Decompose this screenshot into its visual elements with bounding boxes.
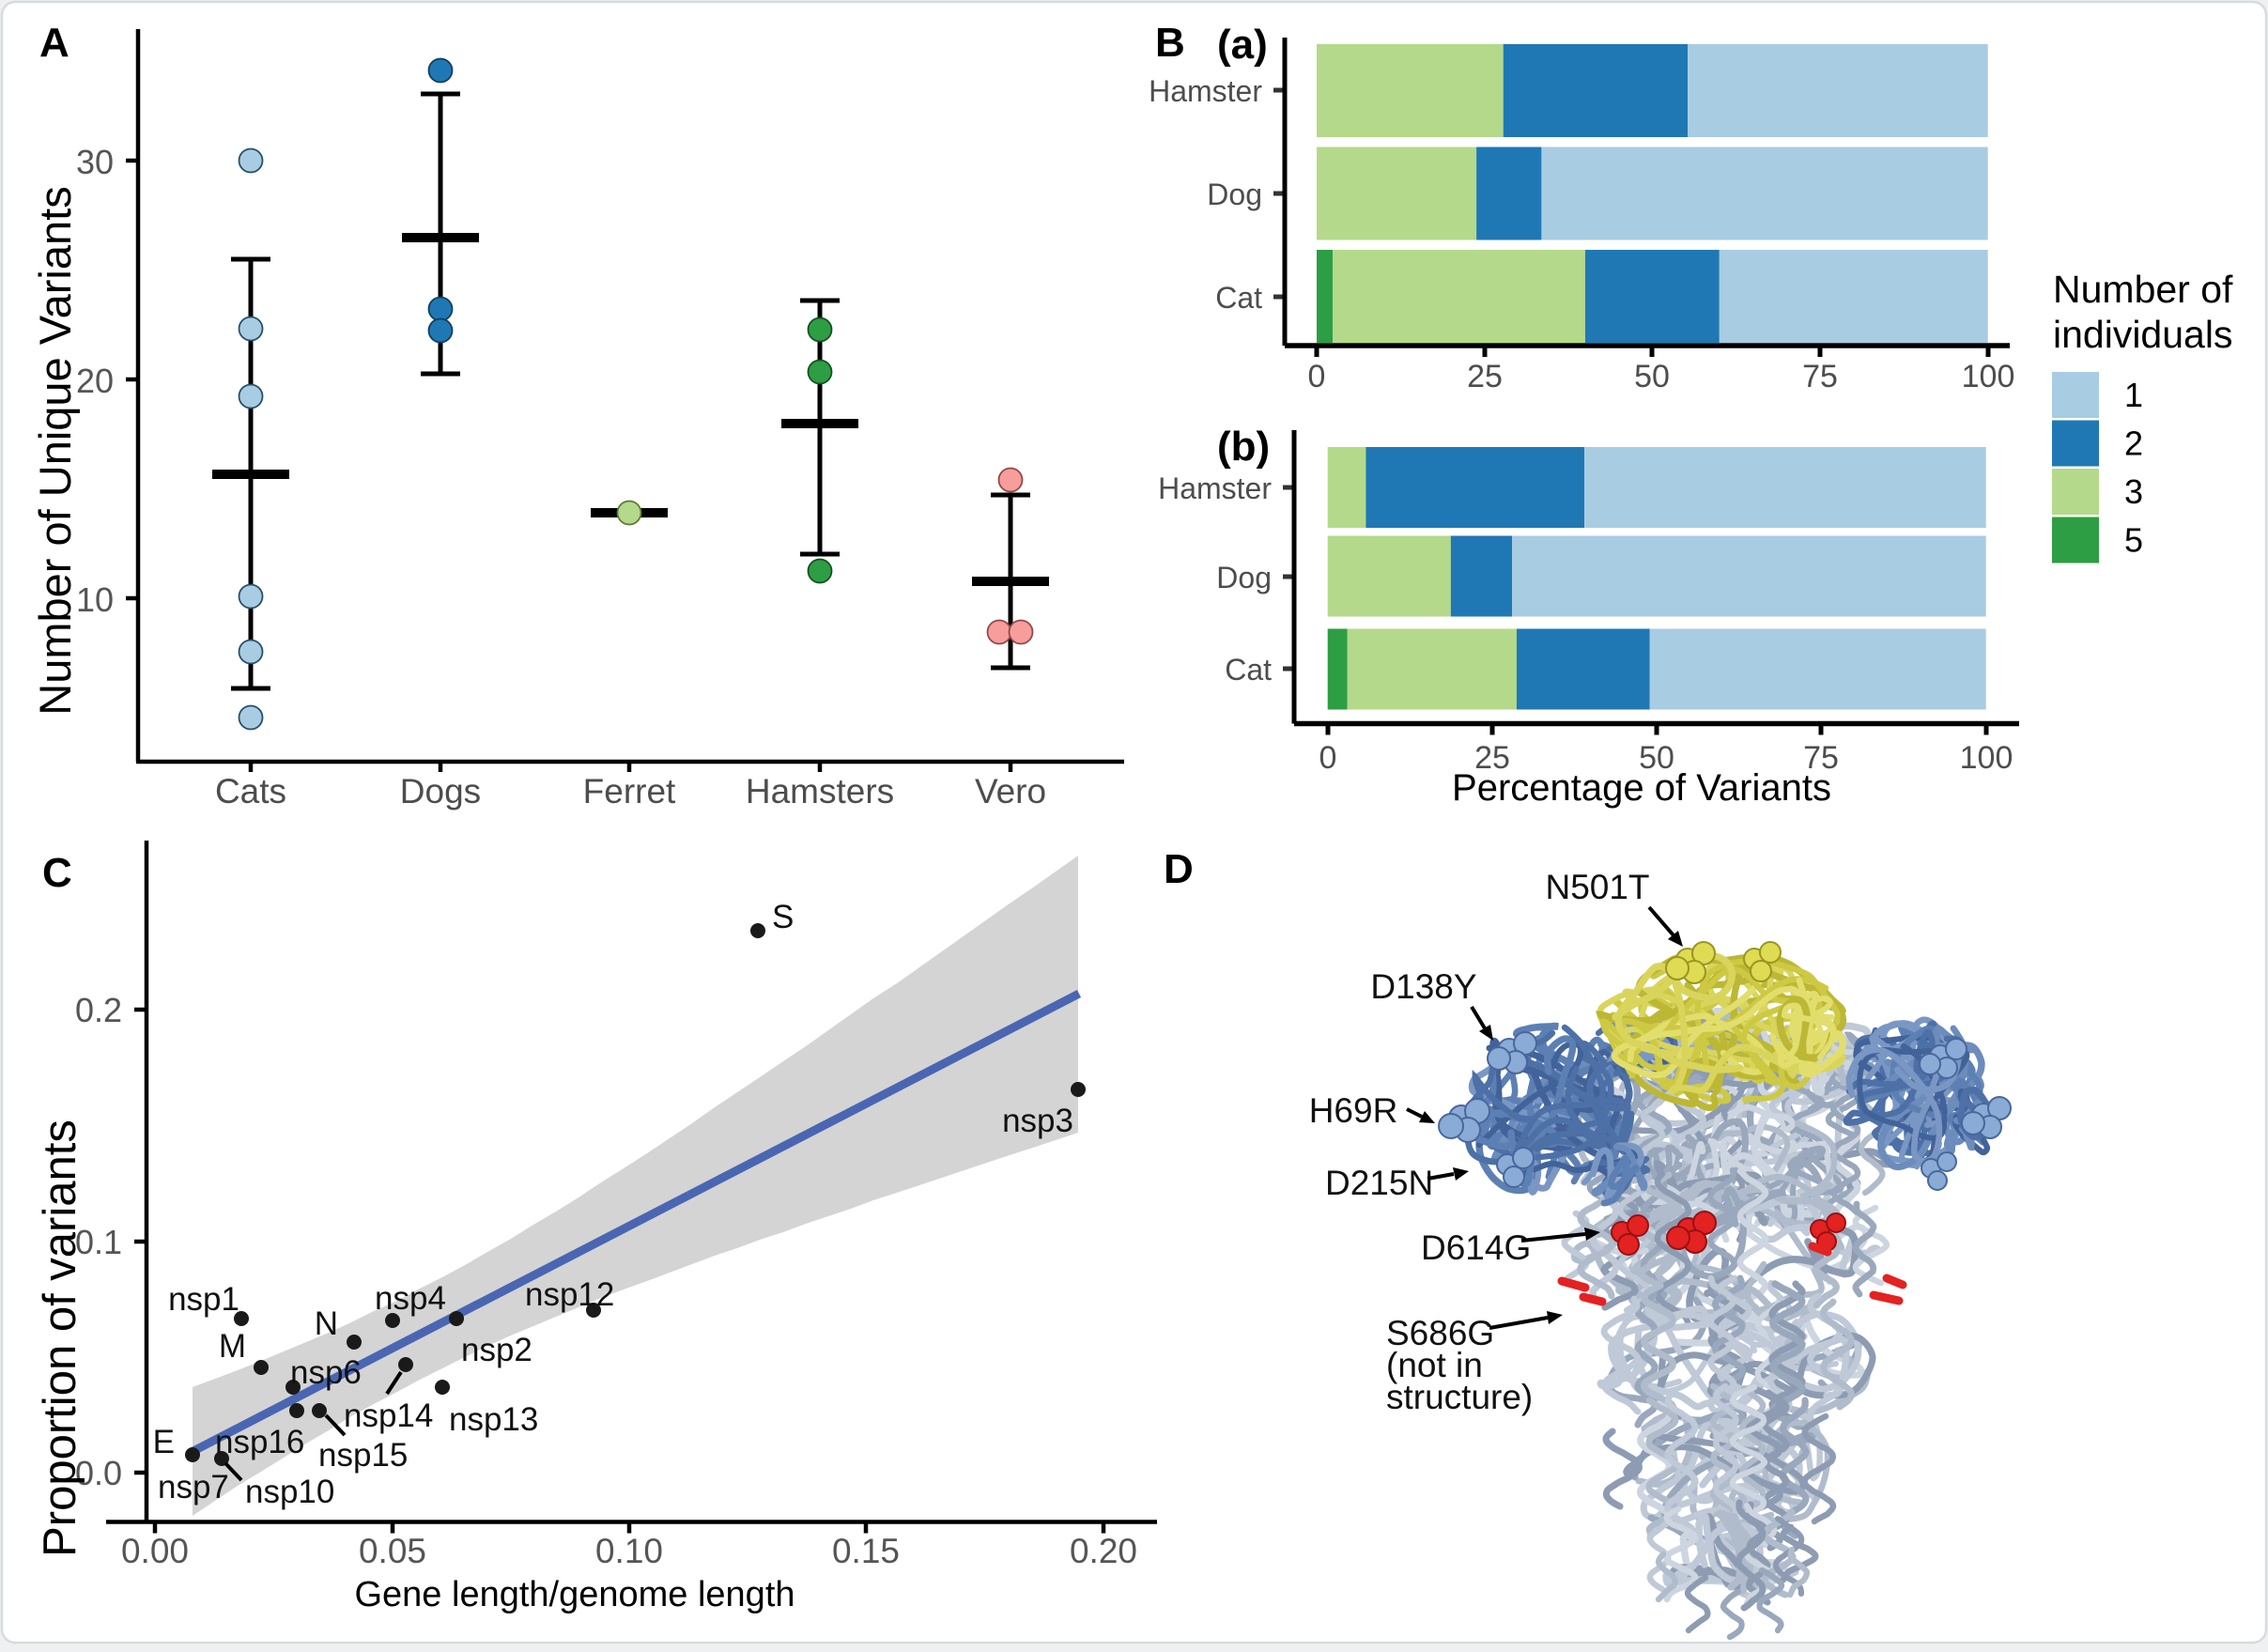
svg-text:(a): (a) — [1217, 22, 1268, 68]
svg-text:Number of Unique Variants: Number of Unique Variants — [30, 186, 80, 715]
svg-text:75: 75 — [1803, 740, 1839, 776]
svg-text:5: 5 — [2124, 521, 2143, 560]
svg-text:0.2: 0.2 — [75, 991, 122, 1029]
svg-text:nsp10: nsp10 — [245, 1474, 334, 1510]
svg-text:Cat: Cat — [1215, 281, 1262, 315]
svg-text:E: E — [153, 1424, 175, 1460]
svg-text:nsp16: nsp16 — [215, 1424, 304, 1460]
svg-text:Proportion of variants: Proportion of variants — [35, 1119, 85, 1557]
svg-text:S: S — [772, 899, 794, 935]
svg-text:Cats: Cats — [215, 772, 286, 811]
svg-text:0.0: 0.0 — [75, 1454, 122, 1492]
svg-text:25: 25 — [1467, 359, 1503, 394]
svg-text:10: 10 — [76, 580, 114, 619]
svg-text:20: 20 — [76, 362, 114, 400]
svg-text:M: M — [219, 1328, 246, 1365]
svg-text:N501T: N501T — [1545, 868, 1649, 906]
svg-text:H69R: H69R — [1309, 1091, 1398, 1130]
svg-text:0.1: 0.1 — [75, 1223, 122, 1261]
svg-text:0: 0 — [1308, 359, 1326, 394]
svg-text:50: 50 — [1634, 359, 1670, 394]
svg-text:Dogs: Dogs — [400, 772, 481, 811]
svg-text:D: D — [1164, 846, 1194, 892]
svg-text:N: N — [315, 1305, 338, 1342]
svg-text:2: 2 — [2124, 425, 2143, 463]
svg-text:individuals: individuals — [2053, 313, 2232, 356]
svg-text:S686G: S686G — [1386, 1314, 1494, 1352]
svg-text:nsp12: nsp12 — [525, 1276, 614, 1313]
svg-text:structure): structure) — [1386, 1378, 1533, 1416]
svg-text:Ferret: Ferret — [583, 772, 676, 811]
svg-text:D215N: D215N — [1325, 1164, 1433, 1202]
svg-text:nsp13: nsp13 — [449, 1401, 538, 1438]
svg-text:B: B — [1155, 20, 1185, 66]
svg-text:Percentage of Variants: Percentage of Variants — [1452, 767, 1831, 809]
svg-text:50: 50 — [1639, 740, 1674, 776]
svg-text:Vero: Vero — [975, 772, 1046, 811]
svg-text:Hamster: Hamster — [1158, 471, 1272, 505]
svg-text:30: 30 — [76, 143, 114, 181]
svg-text:nsp6: nsp6 — [290, 1354, 362, 1391]
svg-text:nsp4: nsp4 — [375, 1280, 446, 1317]
svg-text:nsp14: nsp14 — [344, 1397, 433, 1434]
svg-text:1: 1 — [2124, 376, 2143, 414]
svg-text:100: 100 — [1962, 359, 2015, 394]
svg-text:Dog: Dog — [1207, 178, 1262, 211]
svg-text:(not in: (not in — [1386, 1346, 1483, 1384]
svg-text:Gene length/genome length: Gene length/genome length — [354, 1575, 795, 1614]
svg-text:nsp2: nsp2 — [461, 1332, 532, 1368]
svg-text:Number of: Number of — [2053, 268, 2233, 311]
svg-text:C: C — [42, 850, 72, 896]
svg-text:nsp15: nsp15 — [318, 1437, 408, 1474]
svg-text:75: 75 — [1802, 359, 1838, 394]
svg-text:100: 100 — [1960, 740, 2013, 776]
svg-text:D138Y: D138Y — [1370, 967, 1476, 1006]
svg-text:0: 0 — [1319, 740, 1337, 776]
svg-text:0.10: 0.10 — [595, 1532, 663, 1570]
svg-text:25: 25 — [1474, 740, 1510, 776]
svg-text:Hamster: Hamster — [1149, 74, 1262, 108]
svg-text:Cat: Cat — [1225, 653, 1272, 687]
svg-text:nsp7: nsp7 — [158, 1469, 229, 1505]
svg-text:(b): (b) — [1217, 424, 1270, 470]
svg-text:0.00: 0.00 — [121, 1532, 189, 1570]
svg-text:D614G: D614G — [1421, 1228, 1531, 1267]
svg-text:Hamsters: Hamsters — [746, 772, 894, 811]
svg-text:nsp1: nsp1 — [168, 1281, 239, 1318]
svg-text:3: 3 — [2124, 472, 2143, 511]
svg-text:0.15: 0.15 — [832, 1532, 900, 1570]
svg-text:Dog: Dog — [1216, 561, 1272, 594]
svg-text:0.05: 0.05 — [359, 1532, 426, 1570]
svg-text:A: A — [39, 20, 69, 66]
svg-text:0.20: 0.20 — [1070, 1532, 1137, 1570]
svg-text:nsp3: nsp3 — [1002, 1103, 1073, 1139]
